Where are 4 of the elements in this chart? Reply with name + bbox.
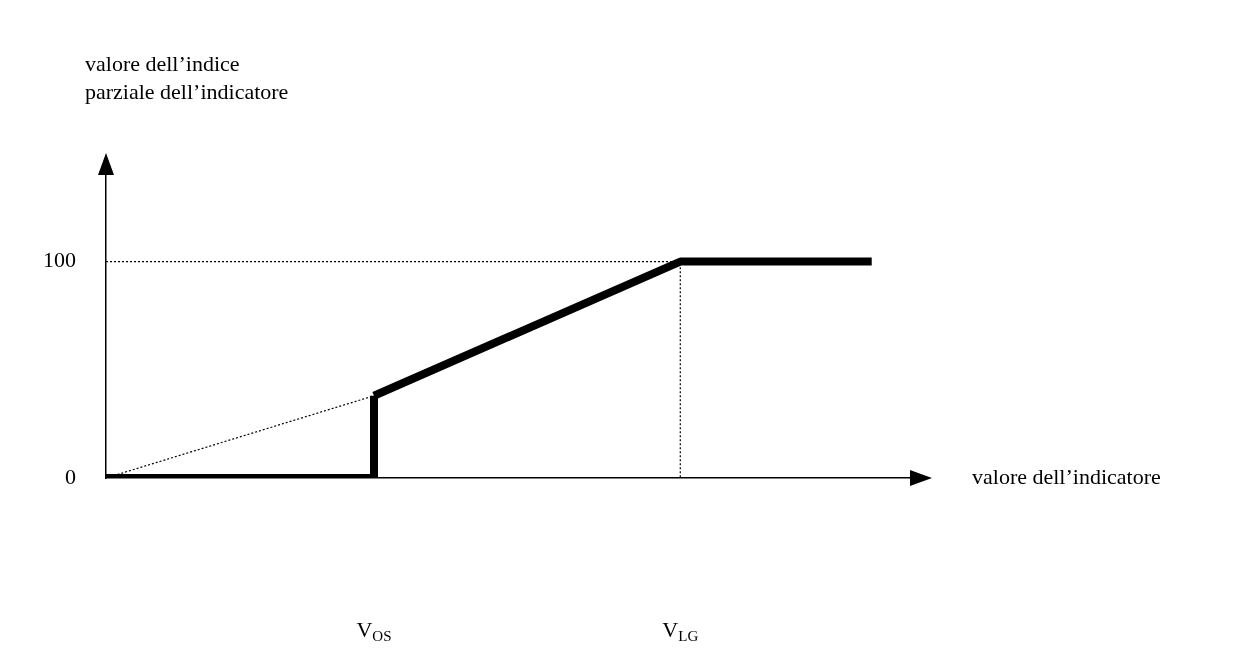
x-axis-title: valore dell’indicatore <box>972 464 1161 490</box>
y-tick-label: 100 <box>43 247 76 273</box>
y-tick-label: 0 <box>65 463 76 489</box>
y-axis-title: valore dell’indice parziale dell’indicatore <box>85 50 290 106</box>
